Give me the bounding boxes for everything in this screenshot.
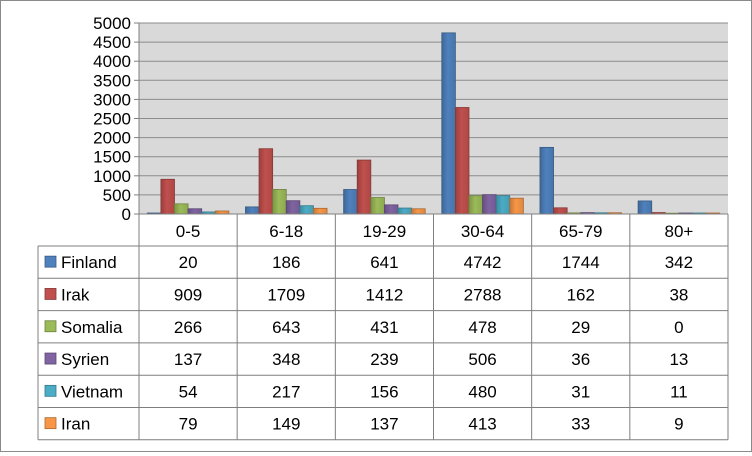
legend-key-finland — [44, 255, 57, 268]
data-label: 478 — [468, 318, 496, 337]
y-tick-label: 3000 — [93, 90, 131, 109]
legend-key-irak — [44, 288, 57, 300]
data-label: 480 — [468, 382, 496, 401]
bar-irak-19-29 — [356, 159, 372, 215]
bar-irak-6-18 — [258, 148, 274, 215]
bar-finland-19-29 — [343, 189, 358, 215]
data-label: 217 — [272, 382, 300, 401]
bar-somalia-19-29 — [370, 197, 385, 215]
data-label: 431 — [370, 318, 398, 337]
bar-finland-65-79 — [539, 146, 554, 215]
x-category-label: 65-79 — [559, 222, 602, 241]
data-table: 0-5 6-18 19-29 30-64 65-79 80+ Finland 20 186 641… — [37, 214, 729, 441]
y-tick-label: 1500 — [93, 148, 131, 167]
x-category-label: 6-18 — [269, 222, 303, 241]
data-label: 13 — [669, 350, 688, 369]
data-label: 54 — [179, 382, 198, 401]
x-category-label: 19-29 — [363, 222, 406, 241]
data-label: 20 — [179, 253, 198, 272]
bar-syrien-6-18 — [285, 200, 301, 215]
y-tick-label: 0 — [122, 205, 131, 224]
data-label: 149 — [272, 415, 300, 434]
data-label: 1744 — [562, 253, 600, 272]
data-label: 186 — [272, 253, 300, 272]
data-label: 9 — [674, 415, 683, 434]
y-tick-label: 2500 — [93, 110, 131, 129]
bar-syrien-19-29 — [384, 204, 399, 215]
bar-iran-19-29 — [411, 208, 426, 215]
series-label: Somalia — [61, 318, 123, 337]
x-category-label: 80+ — [664, 222, 693, 241]
legend-key-iran — [44, 417, 57, 430]
data-label: 29 — [571, 318, 590, 337]
series-label: Iran — [61, 415, 90, 434]
y-tick-label: 500 — [103, 186, 131, 205]
plot-area — [139, 22, 728, 215]
data-label: 162 — [567, 285, 595, 304]
data-label: 413 — [468, 415, 496, 434]
bar-irak-0-5 — [160, 178, 175, 215]
data-label: 909 — [174, 285, 202, 304]
data-label: 643 — [272, 318, 300, 337]
bar-irak-30-64 — [454, 107, 470, 215]
bar-somalia-0-5 — [174, 203, 189, 215]
x-category-label: 30-64 — [461, 222, 504, 241]
bar-vietnam-19-29 — [397, 207, 413, 215]
y-tick-label: 3500 — [93, 71, 131, 90]
data-label: 137 — [174, 350, 202, 369]
data-label: 1412 — [366, 285, 404, 304]
legend-key-syrien — [44, 352, 57, 365]
y-tick-label: 2000 — [93, 129, 131, 148]
data-label: 156 — [370, 382, 398, 401]
bar-vietnam-6-18 — [299, 205, 314, 215]
legend-key-somalia — [44, 320, 57, 333]
data-label: 137 — [370, 415, 398, 434]
data-label: 4742 — [464, 253, 502, 272]
x-category-label: 0-5 — [176, 222, 201, 241]
data-label: 33 — [571, 415, 590, 434]
bar-finland-30-64 — [441, 32, 456, 215]
bar-iran-6-18 — [313, 207, 328, 215]
bar-syrien-30-64 — [482, 194, 497, 215]
series-label: Finland — [61, 253, 117, 272]
data-label: 342 — [665, 253, 693, 272]
series-label: Vietnam — [61, 382, 123, 401]
series-label: Irak — [61, 285, 90, 304]
bar-somalia-30-64 — [468, 195, 483, 215]
bar-irak-65-79 — [553, 207, 568, 215]
series-label: Syrien — [61, 350, 109, 369]
data-label: 266 — [174, 318, 202, 337]
bar-iran-30-64 — [509, 197, 524, 215]
y-tick-label: 5000 — [93, 14, 131, 33]
bar-finland-6-18 — [245, 206, 260, 215]
data-label: 36 — [571, 350, 590, 369]
bar-vietnam-30-64 — [495, 195, 511, 215]
y-tick-label: 4500 — [93, 33, 131, 52]
data-label: 1709 — [267, 285, 305, 304]
data-label: 239 — [370, 350, 398, 369]
data-label: 79 — [179, 415, 198, 434]
bar-syrien-0-5 — [187, 208, 203, 215]
data-label: 0 — [674, 318, 683, 337]
data-label: 348 — [272, 350, 300, 369]
bar-somalia-6-18 — [272, 189, 287, 215]
data-label: 31 — [571, 382, 590, 401]
legend-key-vietnam — [44, 384, 57, 397]
data-label: 2788 — [464, 285, 502, 304]
data-label: 11 — [670, 382, 688, 401]
data-label: 38 — [669, 285, 688, 304]
y-tick-label: 1000 — [93, 167, 131, 186]
data-label: 506 — [468, 350, 496, 369]
y-tick-label: 4000 — [93, 52, 131, 71]
data-label: 641 — [370, 253, 398, 272]
bar-finland-80+ — [637, 200, 653, 215]
